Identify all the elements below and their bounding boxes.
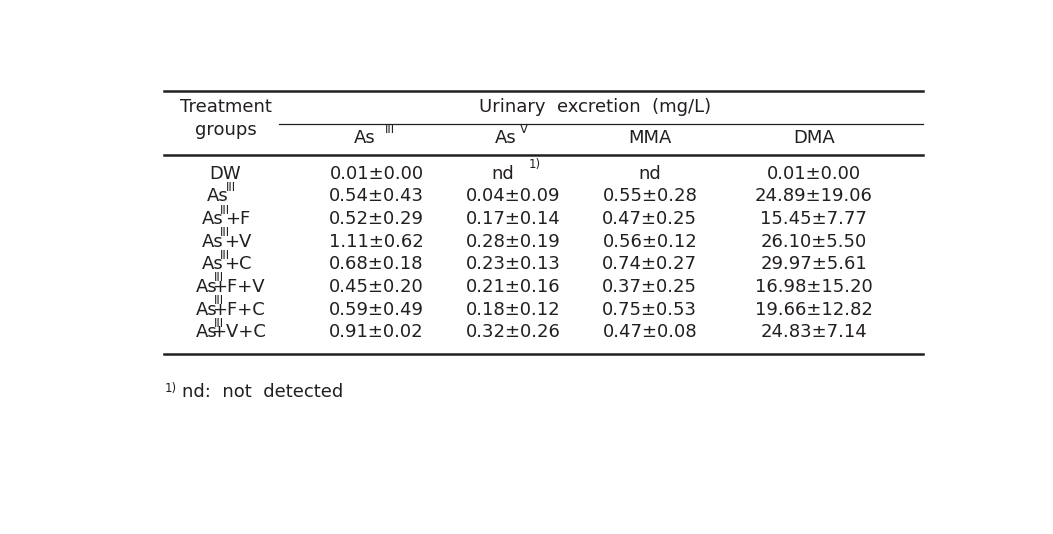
Text: 0.47±0.25: 0.47±0.25 — [602, 210, 697, 228]
Text: III: III — [225, 181, 236, 194]
Text: 0.01±0.00: 0.01±0.00 — [767, 165, 861, 183]
Text: 1): 1) — [529, 158, 541, 171]
Text: As: As — [354, 129, 376, 147]
Text: 26.10±5.50: 26.10±5.50 — [760, 233, 867, 250]
Text: 0.74±0.27: 0.74±0.27 — [602, 255, 697, 273]
Text: 0.18±0.12: 0.18±0.12 — [466, 301, 561, 319]
Text: III: III — [215, 294, 224, 307]
Text: +F: +F — [225, 210, 251, 228]
Text: nd: nd — [492, 165, 514, 183]
Text: 1): 1) — [164, 382, 177, 395]
Text: 0.17±0.14: 0.17±0.14 — [466, 210, 561, 228]
Text: 24.83±7.14: 24.83±7.14 — [760, 323, 868, 341]
Text: 0.47±0.08: 0.47±0.08 — [602, 323, 697, 341]
Text: 0.28±0.19: 0.28±0.19 — [466, 233, 561, 250]
Text: As: As — [201, 255, 223, 273]
Text: groups: groups — [195, 121, 256, 139]
Text: As: As — [201, 233, 223, 250]
Text: +V+C: +V+C — [211, 323, 265, 341]
Text: III: III — [215, 317, 224, 329]
Text: As: As — [207, 187, 229, 206]
Text: III: III — [220, 249, 231, 262]
Text: 0.55±0.28: 0.55±0.28 — [602, 187, 697, 206]
Text: As: As — [196, 323, 218, 341]
Text: 0.56±0.12: 0.56±0.12 — [602, 233, 697, 250]
Text: 16.98±15.20: 16.98±15.20 — [755, 278, 873, 296]
Text: III: III — [385, 122, 395, 136]
Text: 0.01±0.00: 0.01±0.00 — [330, 165, 423, 183]
Text: 19.66±12.82: 19.66±12.82 — [755, 301, 873, 319]
Text: +F+V: +F+V — [212, 278, 264, 296]
Text: 0.21±0.16: 0.21±0.16 — [466, 278, 561, 296]
Text: III: III — [215, 271, 224, 285]
Text: Treatment: Treatment — [179, 98, 272, 116]
Text: MMA: MMA — [629, 129, 672, 147]
Text: Urinary  excretion  (mg/L): Urinary excretion (mg/L) — [479, 98, 711, 116]
Text: III: III — [220, 226, 231, 239]
Text: 0.68±0.18: 0.68±0.18 — [330, 255, 423, 273]
Text: 0.91±0.02: 0.91±0.02 — [330, 323, 423, 341]
Text: 15.45±7.77: 15.45±7.77 — [760, 210, 868, 228]
Text: +V: +V — [224, 233, 252, 250]
Text: 0.54±0.43: 0.54±0.43 — [329, 187, 424, 206]
Text: 0.04±0.09: 0.04±0.09 — [466, 187, 561, 206]
Text: As: As — [201, 210, 223, 228]
Text: +C: +C — [224, 255, 252, 273]
Text: As: As — [196, 301, 218, 319]
Text: 1.11±0.62: 1.11±0.62 — [330, 233, 423, 250]
Text: DMA: DMA — [793, 129, 835, 147]
Text: 24.89±19.06: 24.89±19.06 — [755, 187, 873, 206]
Text: nd:  not  detected: nd: not detected — [182, 383, 343, 401]
Text: III: III — [220, 203, 231, 217]
Text: nd: nd — [638, 165, 661, 183]
Text: As: As — [495, 129, 516, 147]
Text: +F+C: +F+C — [212, 301, 264, 319]
Text: 0.75±0.53: 0.75±0.53 — [602, 301, 697, 319]
Text: 29.97±5.61: 29.97±5.61 — [760, 255, 868, 273]
Text: DW: DW — [210, 165, 241, 183]
Text: 0.59±0.49: 0.59±0.49 — [329, 301, 424, 319]
Text: 0.52±0.29: 0.52±0.29 — [329, 210, 424, 228]
Text: 0.37±0.25: 0.37±0.25 — [602, 278, 697, 296]
Text: 0.23±0.13: 0.23±0.13 — [466, 255, 561, 273]
Text: As: As — [196, 278, 218, 296]
Text: V: V — [520, 122, 529, 136]
Text: 0.32±0.26: 0.32±0.26 — [466, 323, 561, 341]
Text: 0.45±0.20: 0.45±0.20 — [330, 278, 423, 296]
